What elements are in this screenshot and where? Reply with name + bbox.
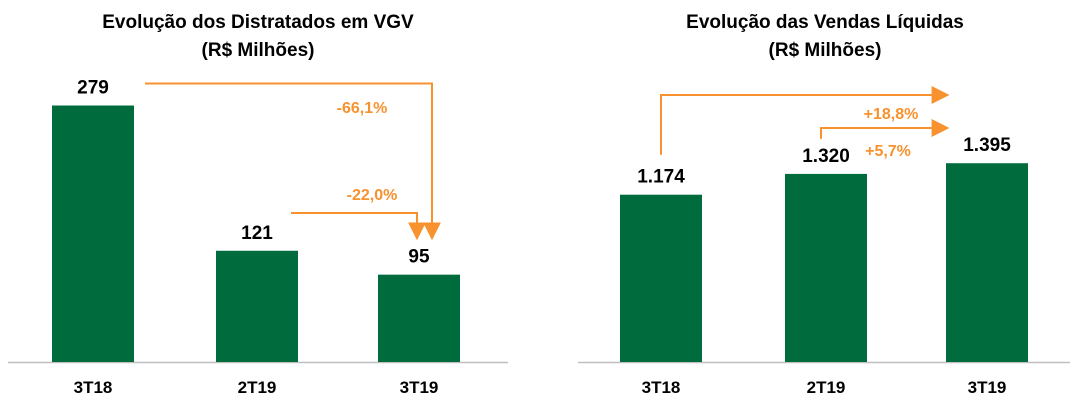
change-label: -66,1% xyxy=(337,100,388,117)
data-label: 1.174 xyxy=(637,167,685,188)
change-arrow xyxy=(291,212,426,241)
chart-vendas-liquidas: Evolução das Vendas Líquidas (R$ Milhões… xyxy=(578,12,1070,397)
change-label: -22,0% xyxy=(347,187,398,204)
x-tick-label: 3T18 xyxy=(642,378,681,397)
bar xyxy=(52,105,134,362)
x-tick-label: 2T19 xyxy=(238,378,277,397)
data-label: 1.320 xyxy=(802,146,850,167)
x-tick-label: 3T18 xyxy=(74,378,113,397)
x-tick-label: 3T19 xyxy=(400,378,439,397)
data-label: 279 xyxy=(77,78,109,99)
change-label: +5,7% xyxy=(865,143,911,160)
change-arrow xyxy=(820,119,950,139)
chart-distratados: Evolução dos Distratados em VGV (R$ Milh… xyxy=(8,12,508,397)
data-label: 95 xyxy=(408,247,430,268)
chart-title-line-1: Evolução dos Distratados em VGV xyxy=(102,12,414,33)
chart-title-line-1: Evolução das Vendas Líquidas xyxy=(686,12,964,33)
bar xyxy=(216,250,298,362)
x-tick-label: 2T19 xyxy=(807,378,846,397)
change-arrow xyxy=(145,82,441,241)
x-tick-label: 3T19 xyxy=(968,378,1007,397)
bar xyxy=(378,274,460,362)
data-label: 121 xyxy=(241,223,273,244)
chart-title-line-2: (R$ Milhões) xyxy=(769,40,882,61)
data-label: 1.395 xyxy=(963,135,1011,156)
bar xyxy=(620,194,702,362)
chart-title-line-2: (R$ Milhões) xyxy=(202,40,315,61)
change-label: +18,8% xyxy=(864,106,919,123)
bar xyxy=(946,163,1028,362)
change-arrow xyxy=(660,86,950,155)
bar xyxy=(785,173,867,362)
